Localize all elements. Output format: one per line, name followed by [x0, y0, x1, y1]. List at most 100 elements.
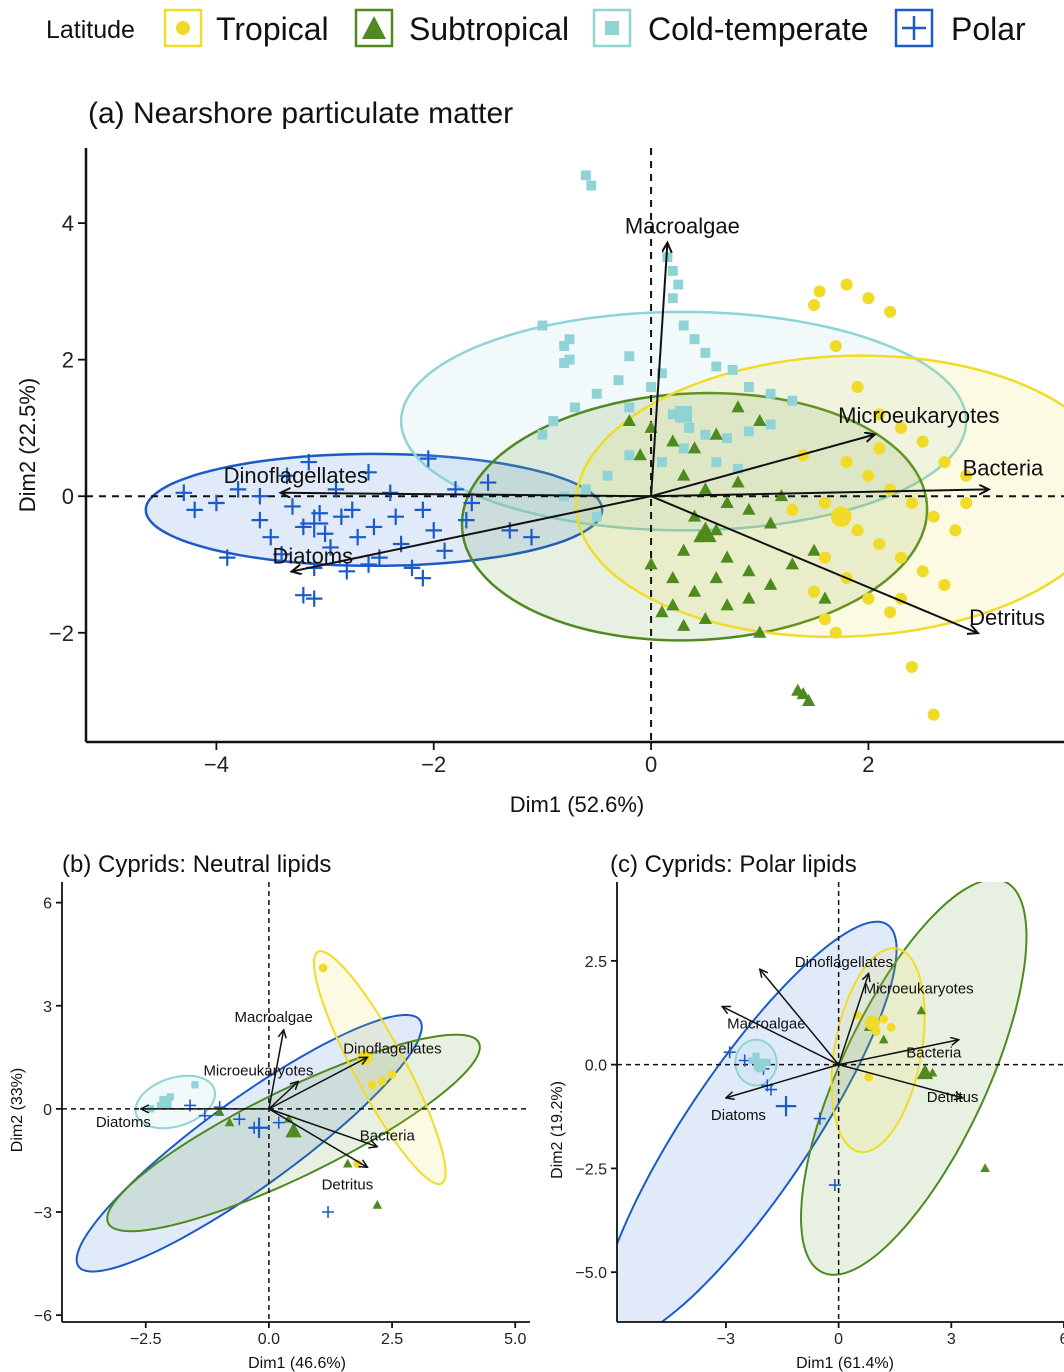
x-tick-label: −3 [717, 1331, 735, 1348]
loading-label-dinoflagellates: Dinoflagellates [224, 463, 368, 488]
point-cold-temperate [667, 265, 678, 276]
legend-square-icon [605, 21, 619, 35]
y-tick-label: −2.5 [575, 1161, 607, 1178]
point-cold-temperate [624, 402, 635, 413]
point-cold-temperate [684, 422, 695, 433]
y-tick-label: 2 [62, 348, 74, 373]
point-polar [262, 528, 279, 546]
point-polar [327, 481, 345, 498]
centroid-cold-temperate [753, 1058, 766, 1071]
point-polar [322, 539, 339, 556]
point-polar [414, 501, 432, 519]
point-subtropical [644, 557, 658, 570]
point-tropical [960, 469, 973, 482]
point-subtropical [622, 413, 636, 427]
point-subtropical [677, 618, 691, 631]
centroid-cold-temperate [675, 405, 693, 423]
point-polar [251, 487, 269, 505]
point-subtropical [980, 1163, 990, 1173]
loading-arrow-macroalgae [650, 244, 667, 497]
point-subtropical [687, 509, 702, 522]
point-tropical [829, 626, 842, 639]
point-tropical [387, 1070, 397, 1079]
point-subtropical [655, 605, 669, 618]
loading-label-bacteria: Bacteria [963, 455, 1044, 480]
point-tropical [367, 1080, 377, 1090]
point-tropical [916, 435, 929, 448]
y-tick-label: 0 [43, 1102, 52, 1119]
legend-key-tropical [163, 8, 203, 48]
point-tropical [949, 524, 962, 537]
point-subtropical [878, 1034, 889, 1044]
point-subtropical [214, 1107, 225, 1116]
panel-b: (b) Cyprids: Neutral lipids Macroalgae Mi… [9, 851, 530, 1372]
point-subtropical [742, 564, 756, 577]
point-subtropical [677, 543, 691, 556]
loading-arrow-bacteria [268, 1108, 377, 1147]
point-cold-temperate [689, 334, 700, 345]
point-subtropical [720, 550, 734, 563]
point-subtropical [774, 489, 789, 502]
panel-b-ylabel: Dim2 (33%) [9, 1068, 26, 1152]
loading-arrow-dinoflagellates [268, 1057, 368, 1110]
point-subtropical [742, 502, 756, 515]
point-tropical [927, 708, 940, 721]
point-tropical [851, 524, 864, 537]
point-tropical [873, 442, 886, 455]
point-subtropical [916, 1005, 927, 1015]
point-polar [436, 542, 453, 560]
point-cold-temperate [548, 416, 559, 427]
legend-entry-tropical: Tropical [163, 8, 329, 48]
point-tropical [813, 285, 826, 298]
point-tropical [829, 339, 842, 353]
legend-title: Latitude [46, 16, 135, 44]
point-tropical [927, 510, 940, 523]
centroid-tropical [864, 1015, 880, 1031]
point-tropical [879, 1014, 889, 1024]
point-tropical [862, 592, 875, 605]
x-tick-label: 0 [645, 752, 657, 777]
point-subtropical [796, 687, 810, 700]
point-polar [349, 528, 366, 546]
loading-arrow-diatoms [726, 1063, 839, 1098]
point-subtropical [742, 591, 756, 604]
point-polar [387, 508, 404, 525]
point-cold-temperate [765, 419, 776, 430]
loading-label-dinoflagellates: Dinoflagellates [343, 1040, 441, 1057]
point-cold-temperate [722, 433, 733, 444]
y-tick-label: −5.0 [575, 1265, 607, 1282]
legend-circle-icon [176, 21, 190, 35]
point-cold-temperate [763, 1058, 771, 1067]
x-tick-label: 3 [947, 1331, 956, 1348]
y-tick-label: 2.5 [585, 954, 607, 971]
point-tropical [851, 380, 864, 394]
loading-label-macroalgae: Macroalgae [727, 1016, 805, 1033]
point-cold-temperate [559, 341, 570, 351]
point-tropical [318, 963, 328, 973]
legend-entry-polar: Polar [894, 8, 1026, 48]
centroid-polar [775, 1095, 797, 1117]
point-polar [229, 481, 247, 498]
point-polar [233, 1113, 246, 1126]
point-subtropical [283, 1113, 294, 1123]
point-polar [479, 474, 497, 491]
x-tick-label: 6 [1060, 1331, 1064, 1348]
ellipse-tropical [830, 947, 926, 1154]
point-subtropical [753, 413, 767, 427]
point-cold-temperate [748, 1056, 756, 1065]
loading-label-diatoms: Diatoms [711, 1107, 766, 1124]
panel-b-xlabel: Dim1 (46.6%) [248, 1355, 346, 1372]
point-polar [278, 467, 296, 484]
y-tick-label: −2 [49, 621, 74, 646]
loading-arrow-detritus [650, 495, 977, 633]
x-tick-label: −2 [421, 752, 446, 777]
x-tick-label: 0 [834, 1331, 843, 1348]
centroid-tropical [830, 506, 852, 527]
point-cold-temperate [624, 450, 635, 461]
loading-arrow-bacteria [651, 489, 988, 498]
ellipse-subtropical [799, 882, 1028, 1276]
legend-cross-icon [902, 16, 926, 40]
panel-a-ylabel: Dim2 (22.5%) [15, 378, 40, 512]
panel-b-plot: Macroalgae Microeukaryotes Dinoflagellates… [34, 882, 530, 1348]
point-tropical [916, 565, 929, 578]
